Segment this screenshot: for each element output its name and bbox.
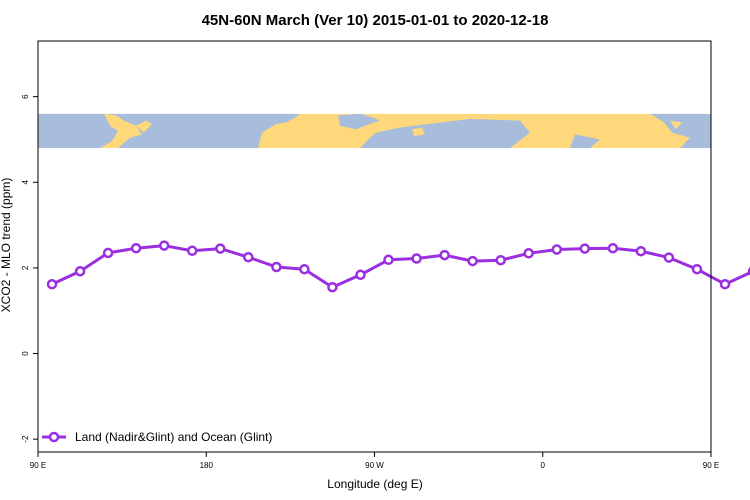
legend-marker-swatch — [48, 431, 60, 443]
y-tick-label: 0 — [21, 351, 30, 356]
data-point — [579, 243, 591, 254]
y-axis: -2 0 2 4 6 — [21, 94, 38, 443]
map-ocean-hudson-bay — [338, 113, 380, 130]
map-land-kamchatka — [136, 120, 152, 133]
data-point — [186, 245, 198, 257]
data-point — [383, 254, 394, 266]
data-point — [243, 251, 254, 263]
x-tick-label: 0 — [541, 461, 546, 470]
data-point — [551, 244, 563, 255]
x-tick-label: 90 W — [365, 461, 384, 470]
series-layer — [46, 240, 750, 293]
data-point — [299, 263, 310, 275]
data-point — [663, 252, 675, 263]
data-point — [439, 249, 450, 261]
y-tick-label: 4 — [21, 180, 30, 185]
data-point — [271, 261, 282, 273]
legend: Land (Nadir&Glint) and Ocean (Glint) — [42, 430, 272, 444]
map-land-british-isles — [412, 127, 425, 137]
data-point — [158, 240, 170, 251]
data-point — [719, 278, 731, 290]
map-land-kamchatka-repeat — [670, 120, 682, 130]
data-point — [635, 245, 647, 257]
data-point — [607, 242, 619, 254]
y-tick-label: -2 — [21, 435, 30, 443]
data-point — [691, 263, 703, 275]
data-point — [467, 255, 478, 267]
data-point — [74, 266, 86, 277]
data-point — [46, 278, 58, 290]
map-ocean-east-edge — [650, 113, 711, 149]
chart-title: 45N-60N March (Ver 10) 2015-01-01 to 202… — [202, 12, 549, 29]
map-ocean-pacific — [104, 113, 300, 149]
map-ocean-west-edge — [38, 113, 118, 149]
x-tick-label: 90 E — [703, 461, 719, 470]
x-axis-label: Longitude (deg E) — [327, 477, 422, 491]
data-point — [130, 242, 142, 254]
y-axis-label: XCO2 - MLO trend (ppm) — [0, 178, 13, 313]
map-ocean-atlantic — [360, 118, 530, 149]
data-point — [102, 247, 114, 259]
data-point — [495, 254, 506, 266]
x-tick-label: 90 E — [30, 461, 46, 470]
world-map-band — [38, 113, 711, 149]
data-point — [215, 243, 226, 254]
data-point — [355, 269, 366, 281]
map-ocean-caspian — [570, 134, 600, 149]
data-point — [411, 253, 422, 264]
y-tick-label: 2 — [21, 265, 30, 270]
y-tick-label: 6 — [21, 94, 30, 99]
x-axis: 90 E 180 90 W 0 90 E — [30, 451, 719, 470]
x-tick-label: 180 — [200, 461, 214, 470]
data-point — [327, 281, 338, 293]
data-point — [523, 248, 534, 259]
legend-entry-label: Land (Nadir&Glint) and Ocean (Glint) — [75, 430, 272, 444]
map-land-newfoundland — [328, 130, 342, 138]
